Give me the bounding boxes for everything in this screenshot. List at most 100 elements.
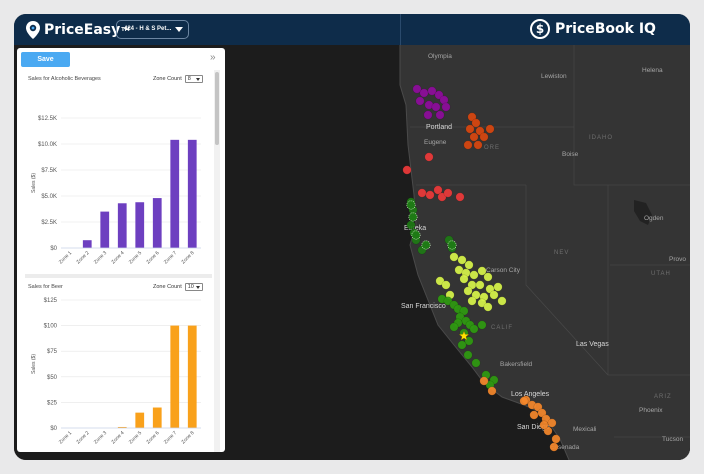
map-label-idaho: IDAHO [589, 135, 614, 141]
zone-marker[interactable] [493, 282, 503, 292]
zone-marker[interactable] [449, 322, 459, 332]
bar[interactable] [135, 202, 145, 248]
bar[interactable] [187, 139, 197, 248]
zone-marker[interactable] [483, 272, 493, 282]
bar[interactable] [117, 203, 127, 248]
zone-marker[interactable] [463, 286, 473, 296]
zone-marker[interactable] [457, 340, 467, 350]
zone-marker[interactable] [459, 274, 469, 284]
zone-marker[interactable] [537, 408, 547, 418]
y-tick-label: $5.0K [41, 194, 57, 200]
zone-marker[interactable] [457, 255, 467, 265]
map-label-los-angeles: Los Angeles [511, 391, 550, 398]
zone-marker[interactable] [477, 298, 487, 308]
zone-marker[interactable] [402, 165, 412, 175]
zone-marker[interactable] [519, 396, 529, 406]
zone-marker[interactable] [497, 296, 507, 306]
bar[interactable] [152, 407, 162, 428]
current-store-star-icon[interactable] [458, 330, 470, 341]
zone-marker[interactable] [479, 132, 489, 142]
y-tick-label: $12.5K [38, 116, 57, 122]
bar[interactable] [82, 240, 92, 248]
save-button[interactable]: Save [21, 52, 70, 67]
bar[interactable] [135, 412, 145, 428]
zone-marker[interactable] [415, 96, 425, 106]
zone-marker[interactable] [441, 102, 451, 112]
priceeasy-logo[interactable]: PriceEasy TM [26, 20, 130, 40]
zone-marker[interactable] [485, 124, 495, 134]
zone-marker[interactable] [435, 276, 445, 286]
zone-marker[interactable] [459, 306, 469, 316]
zone-marker[interactable] [435, 110, 445, 120]
zone-marker[interactable] [469, 324, 479, 334]
zone-count-select[interactable]: 8 [184, 75, 203, 83]
map-label-olympia: Olympia [428, 53, 452, 60]
zone-marker[interactable] [485, 284, 495, 294]
zone-marker[interactable] [471, 118, 481, 128]
zone-marker[interactable] [471, 358, 481, 368]
zone-marker[interactable] [467, 296, 477, 306]
zone-marker[interactable] [463, 140, 473, 150]
zone-marker[interactable] [455, 192, 465, 202]
zone-marker[interactable] [483, 302, 493, 312]
zone-marker[interactable] [487, 386, 497, 396]
zone-marker[interactable] [543, 426, 553, 436]
zone-marker[interactable] [551, 434, 561, 444]
zone-marker[interactable] [549, 442, 559, 452]
zone-marker[interactable] [443, 296, 453, 306]
zone-marker[interactable] [412, 84, 422, 94]
zone-marker-highlighted[interactable] [406, 200, 416, 210]
zone-marker[interactable] [547, 418, 557, 428]
scrollbar-thumb[interactable] [215, 72, 219, 145]
zone-marker[interactable] [441, 280, 451, 290]
zone-marker[interactable] [437, 192, 447, 202]
zone-marker[interactable] [475, 126, 485, 136]
zone-marker[interactable] [406, 220, 416, 230]
zone-marker[interactable] [469, 132, 479, 142]
zone-marker[interactable] [417, 188, 427, 198]
zone-marker[interactable] [489, 290, 499, 300]
zone-marker-highlighted[interactable] [411, 230, 421, 240]
zone-marker[interactable] [424, 152, 434, 162]
bar[interactable] [152, 198, 162, 248]
zone-marker[interactable] [433, 185, 443, 195]
zone-markers-layer[interactable] [14, 45, 690, 460]
collapse-panel-icon[interactable]: » [210, 52, 216, 63]
zone-marker[interactable] [467, 112, 477, 122]
x-tick-label: Zone 7 [163, 430, 178, 445]
bar[interactable] [170, 139, 180, 248]
zone-marker-highlighted[interactable] [447, 240, 457, 250]
zone-marker[interactable] [533, 402, 543, 412]
zone-marker[interactable] [539, 420, 549, 430]
zone-marker[interactable] [449, 252, 459, 262]
zone-marker[interactable] [463, 350, 473, 360]
zone-marker[interactable] [443, 188, 453, 198]
bar[interactable] [100, 211, 110, 248]
zone-marker[interactable] [419, 88, 429, 98]
bar[interactable] [170, 325, 180, 428]
zone-marker[interactable] [477, 266, 487, 276]
zone-count-select[interactable]: 10 [184, 283, 203, 291]
zone-marker[interactable] [477, 320, 487, 330]
zone-marker[interactable] [475, 280, 485, 290]
zone-marker[interactable] [479, 376, 489, 386]
bar[interactable] [117, 426, 127, 428]
zone-marker[interactable] [464, 260, 474, 270]
zone-marker[interactable] [469, 270, 479, 280]
zone-marker[interactable] [427, 86, 437, 96]
zone-marker[interactable] [529, 410, 539, 420]
zone-marker[interactable] [423, 110, 433, 120]
bar[interactable] [187, 325, 197, 428]
zone-marker[interactable] [464, 336, 474, 346]
zone-marker-highlighted[interactable] [408, 212, 418, 222]
zone-marker[interactable] [465, 124, 475, 134]
zone-marker[interactable] [471, 290, 481, 300]
zone-marker[interactable] [473, 140, 483, 150]
sales-chart-panel: Save » $0 $2.5K $5.0K $7.5K $10.0K $12.5K Zone… [17, 48, 225, 452]
panel-scrollbar[interactable] [214, 70, 220, 452]
zone-marker[interactable] [431, 102, 441, 112]
zone-marker[interactable] [425, 190, 435, 200]
zone-marker-highlighted[interactable] [421, 240, 431, 250]
store-selector-dropdown[interactable]: 424 - H & S Pet... [116, 20, 189, 39]
